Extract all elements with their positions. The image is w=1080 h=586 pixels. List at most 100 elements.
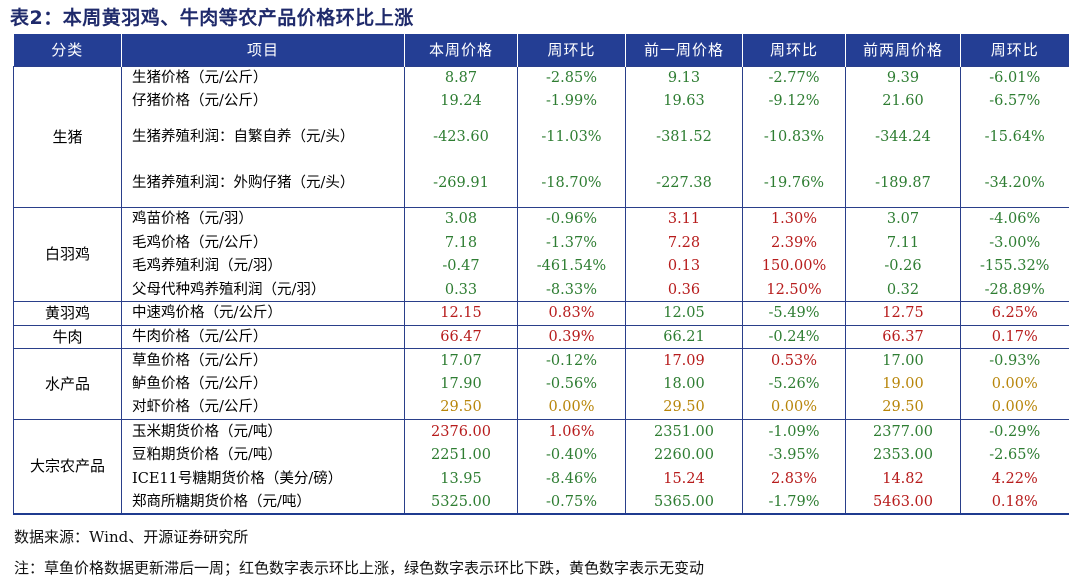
wow-change-cell: 12.50%	[742, 277, 846, 302]
item-cell: 毛鸡养殖利润（元/羽）	[121, 254, 405, 278]
table-row: 白羽鸡 鸡苗价格（元/羽） 3.08 -0.96% 3.11 1.30% 3.07 -4.06…	[13, 206, 1069, 302]
price-cell: 17.07	[404, 348, 518, 373]
price-cell: 2353.00	[845, 443, 961, 467]
table-row: 生猪养殖利润：外购仔猪（元/头） -269.91 -18.70% -227.38 -19…	[14, 160, 1069, 208]
price-cell: 12.05	[625, 301, 743, 326]
wow-change-cell: -8.33%	[517, 277, 626, 302]
table-title: 表2：本周黄羽鸡、牛肉等农产品价格环比上涨	[10, 7, 414, 29]
category-cell: 牛肉	[13, 324, 122, 349]
price-cell: 8.87	[404, 65, 518, 90]
price-cell: -269.91	[404, 160, 518, 208]
wow-change-cell: 0.17%	[960, 324, 1069, 349]
category-cell: 水产品	[13, 348, 122, 420]
wow-change-cell: -0.40%	[517, 443, 626, 467]
wow-change-cell: 1.06%	[517, 419, 626, 444]
price-cell: 19.63	[625, 89, 743, 114]
wow-change-cell: -2.77%	[742, 65, 846, 90]
price-cell: 0.33	[404, 277, 518, 302]
price-cell: 66.37	[845, 324, 961, 349]
price-cell: 0.32	[845, 277, 961, 302]
item-cell: 豆粕期货价格（元/吨）	[121, 443, 405, 467]
price-cell: 2260.00	[625, 443, 743, 467]
item-cell: 毛鸡价格（元/公斤）	[121, 230, 405, 255]
wow-change-cell: -1.99%	[517, 89, 626, 114]
price-cell: 3.07	[845, 206, 961, 231]
price-cell: 19.00	[845, 372, 961, 396]
item-cell: 鸡苗价格（元/羽）	[121, 206, 405, 231]
wow-change-cell: -19.76%	[742, 160, 846, 208]
wow-change-cell: -5.26%	[742, 372, 846, 396]
wow-change-cell: -11.03%	[517, 113, 626, 161]
header-row: 分类 项目 本周价格 周环比 前一周价格 周环比 前两周价格 周环比	[13, 34, 1069, 66]
price-cell: 14.82	[845, 466, 961, 491]
price-cell: 5365.00	[625, 490, 743, 514]
wow-change-cell: 2.39%	[742, 230, 846, 255]
source-note: 数据来源：Wind、开源证券研究所	[14, 528, 249, 546]
wow-change-cell: 0.83%	[517, 301, 626, 326]
price-cell: 2377.00	[845, 419, 961, 444]
price-cell: 5463.00	[845, 490, 961, 514]
table-row: 毛鸡价格（元/公斤） 7.18 -1.37% 7.28 2.39% 7.11 -3.00%	[14, 230, 1069, 255]
wow-change-cell: 0.53%	[742, 348, 846, 373]
wow-change-cell: -1.79%	[742, 490, 846, 514]
table-row: ICE11号糖期货价格（美分/磅） 13.95 -8.46% 15.24 2.83% 14…	[14, 466, 1069, 491]
table-row: 仔猪价格（元/公斤） 19.24 -1.99% 19.63 -9.12% 21.60 -6.…	[14, 89, 1069, 114]
price-table: 分类 项目 本周价格 周环比 前一周价格 周环比 前两周价格 周环比 生猪 生猪价…	[13, 34, 1069, 515]
price-cell: 17.90	[404, 372, 518, 396]
wow-change-cell: -0.96%	[517, 206, 626, 231]
price-cell: -0.26	[845, 254, 961, 278]
table-row: 毛鸡养殖利润（元/羽） -0.47 -461.54% 0.13 150.00% -0.26…	[14, 254, 1069, 278]
item-cell: 中速鸡价格（元/公斤）	[121, 301, 405, 326]
header-wow-1: 周环比	[517, 34, 626, 66]
wow-change-cell: 0.00%	[742, 395, 846, 420]
price-cell: -189.87	[845, 160, 961, 208]
item-cell: 牛肉价格（元/公斤）	[121, 324, 405, 349]
price-cell: 21.60	[845, 89, 961, 114]
price-cell: 2251.00	[404, 443, 518, 467]
header-this-week-price: 本周价格	[404, 34, 518, 66]
price-cell: 19.24	[404, 89, 518, 114]
item-cell: ICE11号糖期货价格（美分/磅）	[121, 466, 405, 491]
table-row: 水产品 草鱼价格（元/公斤） 17.07 -0.12% 17.09 0.53% 17.00-…	[13, 348, 1069, 420]
price-cell: 9.13	[625, 65, 743, 90]
category-cell: 黄羽鸡	[13, 301, 122, 326]
price-cell: 7.11	[845, 230, 961, 255]
wow-change-cell: 150.00%	[742, 254, 846, 278]
wow-change-cell: -0.12%	[517, 348, 626, 373]
category-cell: 大宗农产品	[13, 419, 122, 514]
item-cell: 仔猪价格（元/公斤）	[121, 89, 405, 114]
price-cell: 15.24	[625, 466, 743, 491]
wow-change-cell: -9.12%	[742, 89, 846, 114]
wow-change-cell: -0.24%	[742, 324, 846, 349]
header-item: 项目	[121, 34, 405, 66]
price-cell: 5325.00	[404, 490, 518, 514]
wow-change-cell: 0.00%	[960, 372, 1069, 396]
wow-change-cell: -2.65%	[960, 443, 1069, 467]
table-row: 生猪养殖利润：自繁自养（元/头） -423.60 -11.03% -381.52 -10…	[14, 113, 1069, 161]
wow-change-cell: -155.32%	[960, 254, 1069, 278]
table-row: 父母代种鸡养殖利润（元/羽） 0.33 -8.33% 0.36 12.50% 0.32 -2…	[14, 277, 1069, 302]
price-cell: 12.75	[845, 301, 961, 326]
wow-change-cell: -2.85%	[517, 65, 626, 90]
wow-change-cell: -28.89%	[960, 277, 1069, 302]
price-cell: 7.28	[625, 230, 743, 255]
footnote: 注：草鱼价格数据更新滞后一周；红色数字表示环比上涨，绿色数字表示环比下跌，黄色数…	[14, 559, 705, 577]
wow-change-cell: -1.37%	[517, 230, 626, 255]
wow-change-cell: 4.22%	[960, 466, 1069, 491]
category-cell: 白羽鸡	[13, 206, 122, 302]
wow-change-cell: -3.00%	[960, 230, 1069, 255]
price-cell: 66.21	[625, 324, 743, 349]
price-cell: -227.38	[625, 160, 743, 208]
wow-change-cell: -0.56%	[517, 372, 626, 396]
price-cell: -344.24	[845, 113, 961, 161]
header-prev-week-price: 前一周价格	[625, 34, 743, 66]
wow-change-cell: -0.93%	[960, 348, 1069, 373]
item-cell: 鲈鱼价格（元/公斤）	[121, 372, 405, 396]
wow-change-cell: -10.83%	[742, 113, 846, 161]
wow-change-cell: -461.54%	[517, 254, 626, 278]
table-row: 鲈鱼价格（元/公斤） 17.90 -0.56% 18.00 -5.26% 19.00 0.0…	[14, 372, 1069, 396]
price-cell: 3.08	[404, 206, 518, 231]
item-cell: 郑商所糖期货价格（元/吨）	[121, 490, 405, 514]
wow-change-cell: 0.18%	[960, 490, 1069, 514]
header-two-weeks-ago-price: 前两周价格	[845, 34, 961, 66]
